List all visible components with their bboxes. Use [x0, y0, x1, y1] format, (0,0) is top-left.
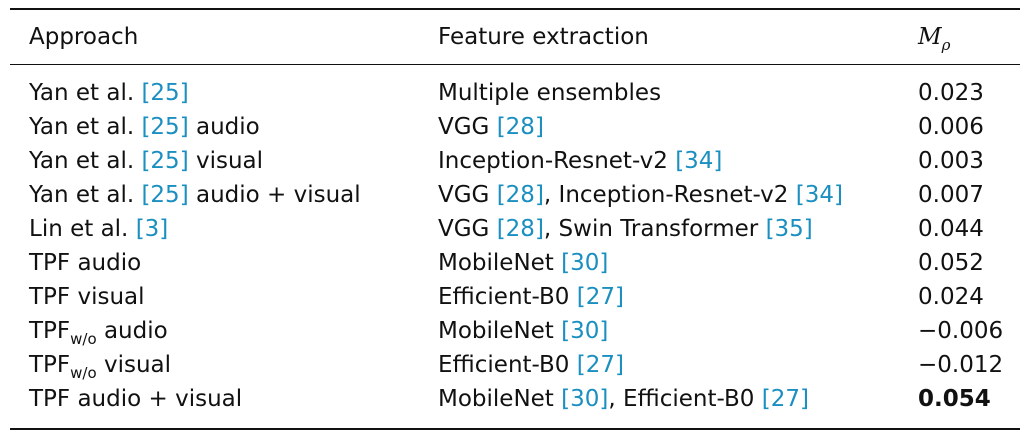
bottom-rule — [10, 428, 1020, 430]
cell-text: audio — [188, 114, 260, 140]
table-row: Lin et al. [3] VGG [28], Swin Transformer… — [10, 212, 1020, 246]
metric-cell: 0.023 — [918, 80, 984, 106]
cell-text: VGG — [438, 182, 497, 208]
cell-text: Yan et al. — [29, 182, 142, 208]
approach-cell: Yan et al. [25] audio + visual — [29, 178, 361, 212]
cell-text: Yan et al. — [29, 80, 142, 106]
approach-cell: TPF audio + visual — [29, 382, 242, 416]
header-approach: Approach — [29, 24, 139, 50]
metric-cell: −0.012 — [918, 352, 1004, 378]
citation-link: [27] — [576, 352, 624, 378]
citation-link: [28] — [496, 216, 544, 242]
citation-link: [27] — [576, 284, 624, 310]
metric-cell: 0.044 — [918, 216, 984, 242]
citation-link: [35] — [765, 216, 813, 242]
citation-link: [25] — [141, 182, 189, 208]
cell-text: audio + visual — [188, 182, 361, 208]
table-row: Yan et al. [25] audio VGG [28] 0.006 — [10, 110, 1020, 144]
cell-text: MobileNet — [438, 250, 562, 276]
cell-text: TPF — [29, 318, 71, 344]
metric-cell: 0.006 — [918, 114, 984, 140]
cell-text: VGG — [438, 216, 497, 242]
citation-link: [27] — [761, 386, 809, 412]
feature-cell: MobileNet [30] — [438, 314, 608, 348]
table-row: TPFw/o audio MobileNet [30] −0.006 — [10, 314, 1020, 348]
table-row: TPFw/o visual Efficient-B0 [27] −0.012 — [10, 348, 1020, 382]
table-row: TPF audio + visual MobileNet [30], Effici… — [10, 382, 1020, 416]
cell-text: TPF audio + visual — [29, 386, 243, 412]
cell-text: VGG — [438, 114, 497, 140]
table-row: Yan et al. [25] visual Inception-Resnet-v… — [10, 144, 1020, 178]
cell-text: Yan et al. — [29, 148, 142, 174]
cell-text: Efficient-B0 — [438, 352, 577, 378]
cell-text: visual — [188, 148, 264, 174]
citation-link: [25] — [141, 114, 189, 140]
metric-cell: 0.024 — [918, 284, 984, 310]
approach-cell: Lin et al. [3] — [29, 212, 168, 246]
cell-text: , Efficient-B0 — [608, 386, 762, 412]
feature-cell: Multiple ensembles — [438, 76, 661, 110]
cell-text: Efficient-B0 — [438, 284, 577, 310]
subscript: w/o — [70, 330, 97, 348]
table-row: Yan et al. [25] audio + visual VGG [28], … — [10, 178, 1020, 212]
approach-cell: TPF visual — [29, 280, 145, 314]
cell-text: TPF visual — [29, 284, 145, 310]
cell-text: TPF — [29, 352, 71, 378]
metric-cell: 0.054 — [918, 386, 991, 412]
header-metric-subscript: ρ — [941, 36, 951, 54]
metric-cell: 0.003 — [918, 148, 984, 174]
feature-cell: VGG [28], Swin Transformer [35] — [438, 212, 813, 246]
feature-cell: Efficient-B0 [27] — [438, 348, 624, 382]
cell-text: TPF audio — [29, 250, 142, 276]
cell-text: Yan et al. — [29, 114, 142, 140]
table-body: Yan et al. [25] Multiple ensembles 0.023 Ya… — [10, 65, 1020, 428]
metric-cell: −0.006 — [918, 318, 1004, 344]
citation-link: [3] — [135, 216, 169, 242]
feature-cell: Inception-Resnet-v2 [34] — [438, 144, 722, 178]
mid-rule — [10, 64, 1020, 65]
feature-cell: VGG [28], Inception-Resnet-v2 [34] — [438, 178, 843, 212]
cell-text: , Inception-Resnet-v2 — [543, 182, 796, 208]
subscript: w/o — [70, 364, 97, 382]
citation-link: [34] — [675, 148, 723, 174]
cell-text: visual — [96, 352, 172, 378]
cell-text: MobileNet — [438, 386, 562, 412]
citation-link: [28] — [496, 114, 544, 140]
cell-text: Multiple ensembles — [438, 80, 662, 106]
header-feature-extraction: Feature extraction — [438, 24, 649, 50]
header-metric: Mρ — [918, 10, 950, 72]
approach-cell: TPF audio — [29, 246, 141, 280]
citation-link: [28] — [496, 182, 544, 208]
cell-text: Lin et al. — [29, 216, 136, 242]
cell-text: audio — [96, 318, 168, 344]
approach-cell: Yan et al. [25] — [29, 76, 189, 110]
approach-cell: Yan et al. [25] visual — [29, 144, 263, 178]
metric-cell: 0.052 — [918, 250, 984, 276]
header-row: Approach Feature extraction Mρ — [10, 10, 1020, 64]
feature-cell: MobileNet [30] — [438, 246, 608, 280]
cell-text: , Swin Transformer — [543, 216, 766, 242]
cell-text: Inception-Resnet-v2 — [438, 148, 676, 174]
citation-link: [25] — [141, 148, 189, 174]
cell-text: MobileNet — [438, 318, 562, 344]
citation-link: [34] — [795, 182, 843, 208]
citation-link: [25] — [141, 80, 189, 106]
citation-link: [30] — [561, 386, 609, 412]
approach-cell: Yan et al. [25] audio — [29, 110, 260, 144]
top-rule — [10, 8, 1020, 10]
approach-cell: TPFw/o visual — [29, 348, 171, 390]
feature-cell: MobileNet [30], Efficient-B0 [27] — [438, 382, 809, 416]
citation-link: [30] — [561, 250, 609, 276]
table-row: TPF visual Efficient-B0 [27] 0.024 — [10, 280, 1020, 314]
results-table: Approach Feature extraction Mρ Yan et al… — [10, 8, 1020, 430]
table-row: Yan et al. [25] Multiple ensembles 0.023 — [10, 76, 1020, 110]
citation-link: [30] — [561, 318, 609, 344]
metric-cell: 0.007 — [918, 182, 984, 208]
header-metric-symbol: M — [918, 24, 942, 50]
table-row: TPF audio MobileNet [30] 0.052 — [10, 246, 1020, 280]
feature-cell: Efficient-B0 [27] — [438, 280, 624, 314]
approach-cell: TPFw/o audio — [29, 314, 168, 356]
feature-cell: VGG [28] — [438, 110, 544, 144]
